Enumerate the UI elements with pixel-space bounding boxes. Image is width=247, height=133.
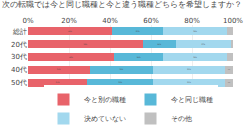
svg-text:3%: 3%	[230, 30, 231, 31]
svg-text:32%: 32%	[118, 81, 122, 84]
svg-text:35%: 35%	[187, 81, 191, 84]
svg-text:35%: 35%	[187, 68, 191, 71]
svg-text:80%: 80%	[184, 17, 200, 25]
svg-text:今と同じ職種: 今と同じ職種	[171, 96, 213, 104]
svg-text:29%: 29%	[56, 81, 60, 84]
svg-text:40代: 40代	[11, 66, 27, 74]
svg-text:31%: 31%	[193, 30, 197, 33]
svg-text:31%: 31%	[119, 68, 123, 71]
svg-text:27%: 27%	[201, 43, 205, 46]
svg-text:総計: 総計	[12, 28, 27, 36]
svg-text:60%: 60%	[143, 17, 159, 25]
svg-text:41%: 41%	[68, 30, 72, 33]
svg-text:20代: 20代	[11, 41, 27, 49]
svg-text:決めていない: 決めていない	[84, 115, 126, 123]
svg-text:25%: 25%	[136, 30, 140, 33]
svg-text:100%: 100%	[223, 17, 243, 25]
svg-text:50代: 50代	[11, 79, 27, 87]
svg-text:4%: 4%	[228, 69, 231, 71]
svg-text:16%: 16%	[157, 43, 161, 46]
svg-text:56%: 56%	[84, 43, 88, 46]
svg-text:24%: 24%	[137, 56, 141, 59]
svg-text:31%: 31%	[193, 56, 197, 59]
svg-text:次の転職では今と同じ職種と今と違う職種どちらを希望しますか？: 次の転職では今と同じ職種と今と違う職種どちらを希望しますか？	[2, 0, 242, 9]
svg-text:40%: 40%	[102, 17, 118, 25]
svg-text:20%: 20%	[61, 17, 77, 25]
svg-text:30代: 30代	[11, 53, 27, 61]
svg-text:4%: 4%	[228, 82, 231, 84]
svg-text:今と別の職種: 今と別の職種	[84, 96, 126, 104]
svg-text:0%: 0%	[22, 17, 33, 25]
svg-text:42%: 42%	[69, 56, 73, 59]
svg-text:3%: 3%	[230, 56, 231, 57]
html-text:3%: 3%	[229, 31, 230, 32]
svg-text:30%: 30%	[57, 68, 61, 71]
svg-text:その他: その他	[171, 115, 192, 123]
